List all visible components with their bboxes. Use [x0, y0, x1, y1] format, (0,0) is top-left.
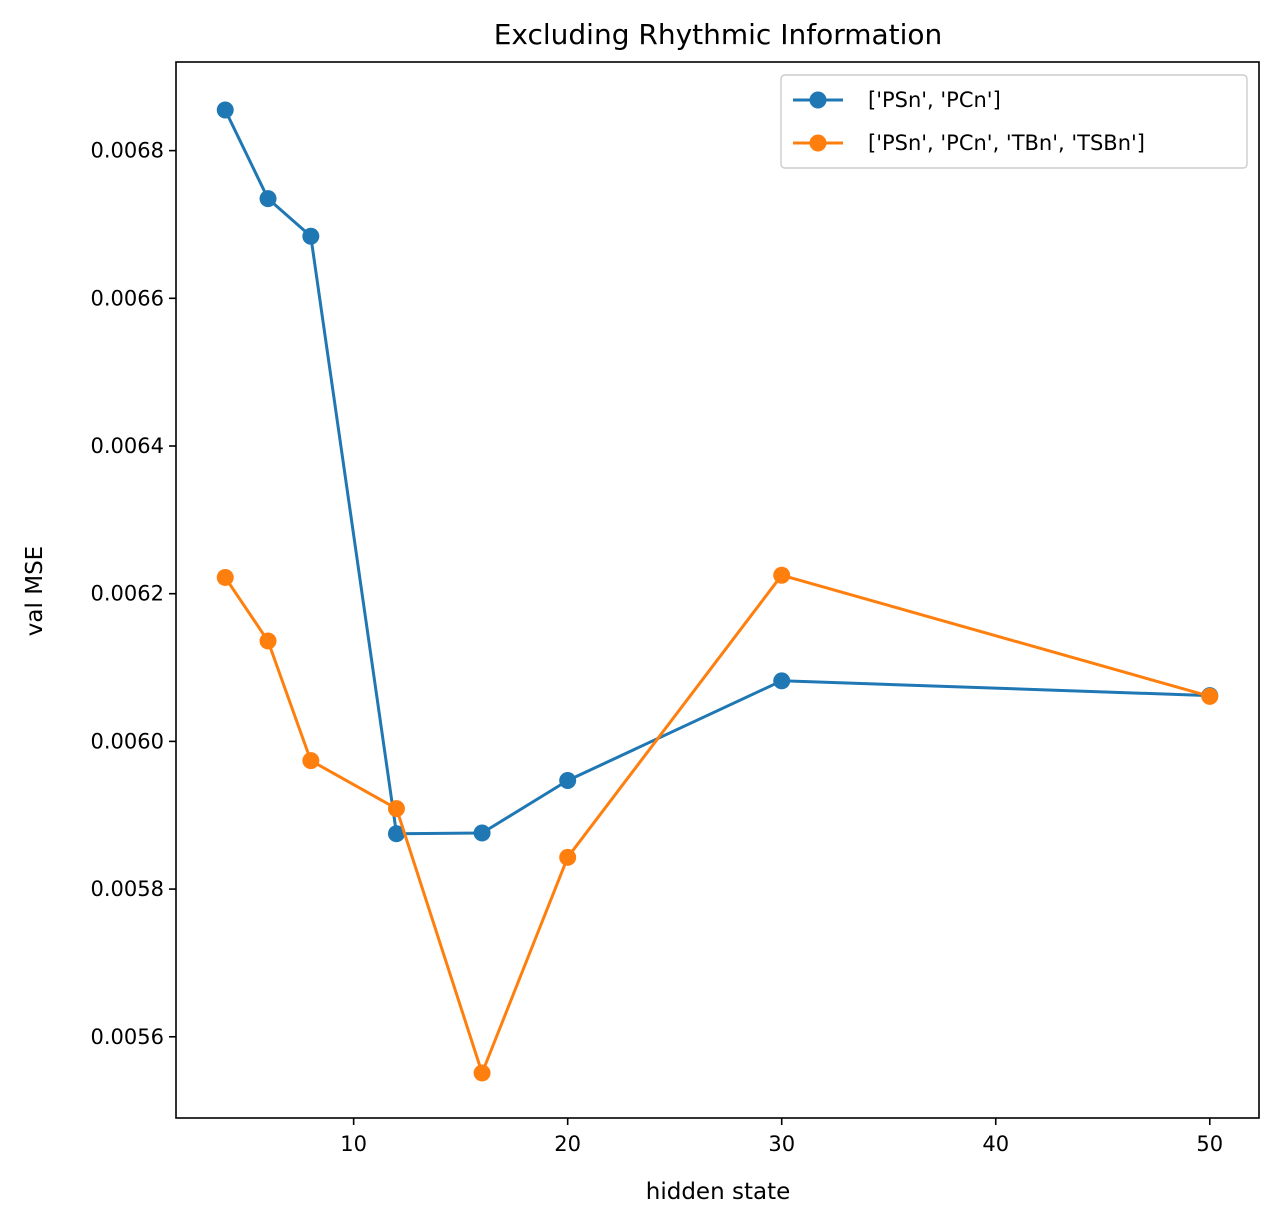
legend-box — [780, 74, 1248, 169]
data-point — [1201, 687, 1219, 705]
x-tick-label: 50 — [1196, 1132, 1223, 1156]
y-tick-label: 0.0060 — [91, 729, 164, 753]
data-point — [216, 568, 234, 586]
x-tick-label: 40 — [982, 1132, 1009, 1156]
data-point — [473, 824, 491, 842]
data-point — [559, 848, 577, 866]
series-2 — [216, 566, 1219, 1082]
x-axis: 10 20 30 40 50 — [340, 1118, 1223, 1156]
y-tick-label: 0.0062 — [91, 582, 164, 606]
legend-label: ['PSn', 'PCn', 'TBn', 'TSBn'] — [868, 131, 1145, 155]
data-point — [473, 1064, 491, 1082]
plot-area — [216, 101, 1219, 1082]
x-tick-label: 30 — [768, 1132, 795, 1156]
series-line — [223, 109, 1210, 836]
y-tick-label: 0.0066 — [91, 286, 164, 310]
legend-label: ['PSn', 'PCn'] — [868, 88, 1001, 112]
y-tick-label: 0.0064 — [91, 434, 164, 458]
y-tick-label: 0.0056 — [91, 1025, 164, 1049]
x-axis-title: hidden state — [646, 1179, 790, 1205]
data-point — [559, 772, 577, 790]
x-tick-label: 10 — [340, 1132, 367, 1156]
legend: ['PSn', 'PCn'] ['PSn', 'PCn', 'TBn', 'TSB… — [780, 74, 1248, 169]
data-point — [216, 101, 234, 119]
chart-title: Excluding Rhythmic Information — [494, 18, 943, 51]
data-point — [302, 752, 320, 770]
y-tick-label: 0.0068 — [91, 139, 164, 163]
y-axis: 0.0056 0.0058 0.0060 0.0062 0.0064 0.0066 0.00… — [91, 139, 176, 1049]
y-axis-title: val MSE — [22, 546, 48, 636]
data-point — [259, 632, 277, 650]
data-point — [387, 800, 405, 818]
x-tick-label: 20 — [554, 1132, 581, 1156]
legend-marker — [809, 91, 827, 109]
data-point — [387, 825, 405, 843]
series-line — [223, 573, 1211, 1075]
data-point — [302, 227, 320, 245]
data-point — [773, 672, 791, 690]
legend-marker — [809, 134, 827, 152]
plot-frame — [175, 61, 1260, 1119]
y-tick-label: 0.0058 — [91, 877, 164, 901]
data-point — [259, 190, 277, 208]
data-point — [773, 566, 791, 584]
